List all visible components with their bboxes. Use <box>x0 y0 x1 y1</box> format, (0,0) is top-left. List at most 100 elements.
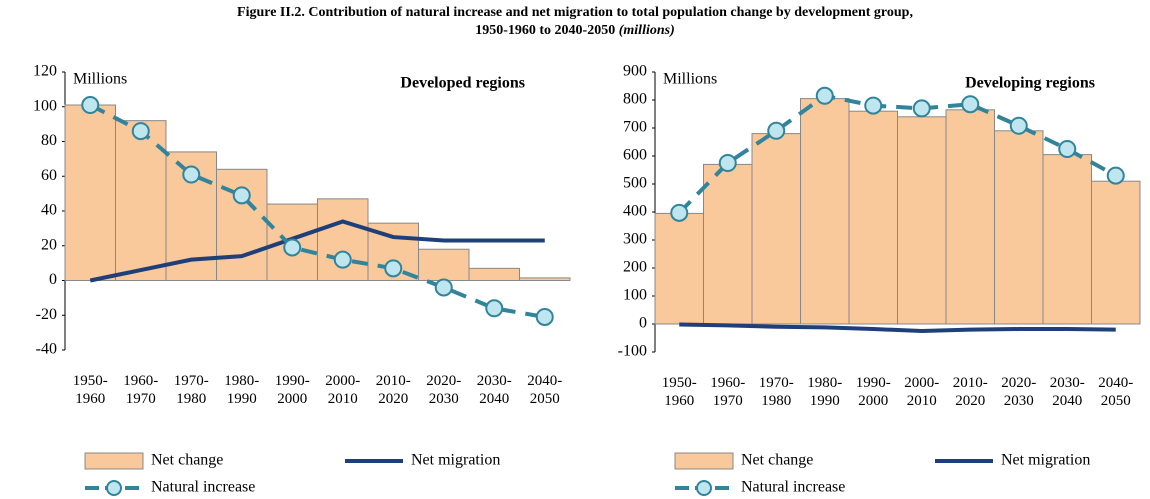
marker <box>1106 166 1125 185</box>
y-tick-label: 600 <box>623 147 647 164</box>
y-tick-label: 60 <box>41 167 57 184</box>
legend-label: Net migration <box>1001 452 1090 469</box>
marker <box>718 154 737 172</box>
x-tick-label: 2040-2050 <box>527 373 563 407</box>
legend-swatch <box>674 452 734 470</box>
marker <box>384 259 403 278</box>
y-tick-label: 20 <box>41 236 57 253</box>
title-line: Figure II.2. Contribution of natural inc… <box>237 5 913 20</box>
figure-title: Figure II.2. Contribution of natural inc… <box>0 4 1150 40</box>
x-tick-label: 1960-1970 <box>123 373 159 407</box>
title-note: (millions) <box>618 23 675 38</box>
y-tick-label: 0 <box>49 271 57 288</box>
x-tick-label: 1990-2000 <box>274 373 310 407</box>
bar <box>994 130 1044 325</box>
y-tick-label: 40 <box>41 202 57 219</box>
x-tick-label: 2020-2030 <box>1001 375 1037 409</box>
y-tick-label: -40 <box>36 341 57 358</box>
bar <box>945 109 995 325</box>
bar <box>848 110 898 325</box>
bar <box>64 104 116 281</box>
panel-title: Developing regions <box>965 75 1095 92</box>
marker <box>815 86 834 105</box>
marker <box>283 238 302 257</box>
x-tick-label: 2040-2050 <box>1098 375 1134 409</box>
bar <box>654 212 704 325</box>
y-tick-label: 80 <box>41 132 57 149</box>
x-tick-label: 1980-1990 <box>807 375 843 409</box>
y-tick-label: 200 <box>623 259 647 276</box>
bar <box>468 267 520 281</box>
bar <box>1042 154 1092 325</box>
marker <box>333 250 352 269</box>
legend-label: Net change <box>741 452 813 469</box>
legend-label: Net migration <box>411 452 500 469</box>
bar <box>519 277 571 281</box>
marker <box>434 278 453 297</box>
marker <box>182 165 201 184</box>
y-tick-label: 100 <box>33 97 57 114</box>
y-tick-label: 300 <box>623 231 647 248</box>
axis-label: Millions <box>73 71 127 88</box>
bar <box>418 248 470 282</box>
title-line-2: 1950-1960 to 2040-2050 <box>475 23 616 38</box>
y-tick-label: -100 <box>618 343 647 360</box>
x-tick-label: 2010-2020 <box>375 373 411 407</box>
bar <box>1091 180 1141 325</box>
y-tick-label: 900 <box>623 63 647 80</box>
legend-label: Natural increase <box>151 479 255 496</box>
panel-title: Developed regions <box>400 75 525 92</box>
marker <box>912 99 931 118</box>
bar <box>317 198 369 281</box>
x-tick-label: 1980-1990 <box>224 373 260 407</box>
x-tick-label: 2000-2010 <box>325 373 361 407</box>
marker <box>535 307 554 326</box>
marker <box>1058 140 1077 158</box>
line <box>89 103 546 319</box>
bar <box>800 98 850 325</box>
y-tick-label: 100 <box>623 287 647 304</box>
bar <box>703 163 753 325</box>
legend-marker <box>106 480 122 496</box>
marker <box>670 203 689 222</box>
line <box>677 93 1117 215</box>
legend-swatch <box>84 452 144 470</box>
x-tick-label: 2020-2030 <box>426 373 462 407</box>
legend-label: Natural increase <box>741 479 845 496</box>
marker <box>1009 116 1028 135</box>
y-tick-label: 800 <box>623 91 647 108</box>
x-tick-label: 1970-1980 <box>758 375 794 409</box>
y-tick-label: 700 <box>623 119 647 136</box>
y-tick-label: 0 <box>639 315 647 332</box>
line <box>679 322 1116 334</box>
x-tick-label: 2030-2040 <box>476 373 512 407</box>
bar <box>897 116 947 325</box>
marker <box>961 95 980 114</box>
x-tick-label: 1970-1980 <box>173 373 209 407</box>
y-tick-label: -20 <box>36 306 57 323</box>
legend-label: Net change <box>151 452 223 469</box>
x-tick-label: 1950-1960 <box>661 375 697 409</box>
x-tick-label: 1950-1960 <box>72 373 108 407</box>
axis-label: Millions <box>663 71 717 88</box>
marker <box>232 186 251 205</box>
marker <box>767 121 786 140</box>
marker <box>485 299 504 318</box>
x-tick-label: 2010-2020 <box>952 375 988 409</box>
x-tick-label: 2000-2010 <box>904 375 940 409</box>
marker <box>131 122 150 141</box>
bar <box>115 120 167 282</box>
marker <box>81 96 100 115</box>
x-tick-label: 2030-2040 <box>1049 375 1085 409</box>
marker <box>864 96 883 115</box>
y-tick-label: 120 <box>33 63 57 80</box>
line <box>89 219 545 283</box>
legend-marker <box>696 480 712 496</box>
x-tick-label: 1990-2000 <box>855 375 891 409</box>
bar <box>751 133 801 325</box>
title-line: 1950-1960 to 2040-2050 (millions) <box>0 22 1150 40</box>
x-tick-label: 1960-1970 <box>710 375 746 409</box>
y-tick-label: 500 <box>623 175 647 192</box>
